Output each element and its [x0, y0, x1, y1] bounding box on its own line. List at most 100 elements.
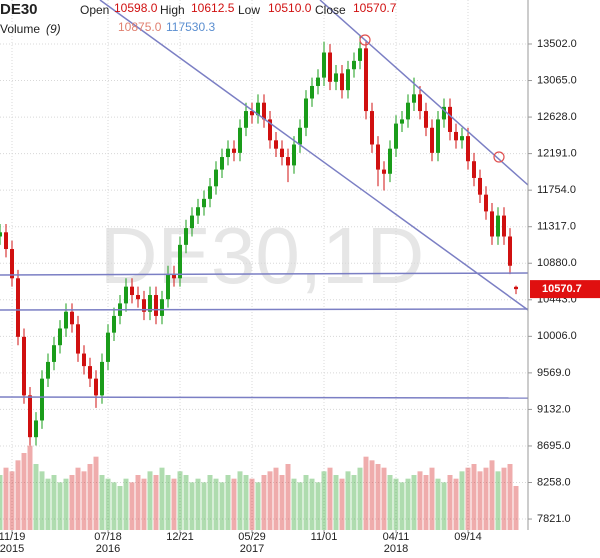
volume-bar — [399, 482, 405, 530]
volume-bar — [369, 460, 375, 530]
candle-body — [376, 144, 380, 170]
candle-body — [22, 336, 26, 396]
volume-bar — [15, 460, 21, 530]
candle-body — [322, 52, 326, 78]
candle-body — [52, 345, 56, 362]
header-value: 10598.0 — [114, 1, 158, 15]
candle-body — [70, 311, 74, 325]
marker — [359, 34, 371, 46]
volume-bar — [417, 471, 423, 530]
candle-body — [490, 211, 494, 237]
candle-body — [496, 215, 500, 237]
candle-body — [262, 102, 266, 120]
header-label: Volume — [0, 22, 40, 36]
candle-body — [484, 194, 488, 212]
volume-bar — [57, 482, 63, 530]
volume-bar — [69, 475, 75, 530]
volume — [0, 445, 519, 530]
candle-body — [454, 131, 458, 141]
volume-bar — [435, 478, 441, 530]
candle-body — [466, 136, 470, 162]
candle-body — [64, 311, 68, 329]
y-tick-label: 9132.0 — [537, 403, 571, 415]
candle-body — [232, 148, 236, 153]
candle-body — [220, 157, 224, 170]
candle-body — [316, 77, 320, 86]
symbol: DE30 — [0, 1, 38, 18]
candle-body — [208, 186, 212, 199]
volume-bar — [471, 464, 477, 530]
volume-bar — [459, 471, 465, 530]
candle-body — [130, 286, 134, 296]
candle-body — [88, 366, 92, 379]
candle-body — [292, 144, 296, 166]
volume-bar — [249, 478, 255, 530]
volume-bar — [411, 475, 417, 530]
volume-bar — [111, 482, 117, 530]
y-tick-label: 13502.0 — [537, 38, 577, 50]
candle-body — [442, 106, 446, 120]
candle-body — [10, 249, 14, 279]
volume-bar — [279, 475, 285, 530]
support-line — [0, 272, 529, 276]
volume-bar — [483, 467, 489, 530]
candle-body — [334, 73, 338, 82]
header-label: High — [160, 3, 185, 17]
candles — [0, 35, 518, 446]
candle-body — [394, 123, 398, 149]
volume-bar — [501, 467, 507, 530]
volume-bar — [345, 471, 351, 530]
axis: 13502.0 13065.0 12628.0 12191.0 11754.0 11317… — [0, 38, 600, 555]
volume-bar — [267, 471, 273, 530]
volume-bar — [183, 475, 189, 530]
volume-bar — [51, 475, 57, 530]
volume-bar — [303, 475, 309, 530]
volume-bar — [489, 460, 495, 530]
header-label: (9) — [46, 22, 61, 36]
header-value: 10510.0 — [268, 1, 312, 15]
volume-bar — [495, 471, 501, 530]
volume-bar — [33, 464, 39, 530]
volume-bar — [177, 471, 183, 530]
header-label: Close — [315, 3, 346, 17]
candle-body — [274, 140, 278, 149]
volume-bar — [315, 482, 321, 530]
volume-bar — [9, 471, 15, 530]
marker — [493, 151, 505, 163]
candle-body — [34, 420, 38, 438]
volume-bar — [93, 456, 99, 530]
volume-bar — [165, 475, 171, 530]
volume-bar — [123, 478, 129, 530]
volume-bar — [309, 478, 315, 530]
candle-body — [58, 328, 62, 346]
candle-body — [256, 102, 260, 116]
volume-bar — [21, 453, 27, 530]
candle-body — [358, 48, 362, 61]
volume-bar — [195, 478, 201, 530]
candle-body — [388, 148, 392, 174]
y-tick-label: 8258.0 — [537, 476, 571, 488]
x-tick-label: 07/18 — [94, 531, 122, 543]
candle-body — [304, 98, 308, 128]
candle-body — [184, 228, 188, 245]
volume-bar — [171, 478, 177, 530]
volume-bar — [147, 471, 153, 530]
candle-body — [430, 127, 434, 153]
candle-body — [16, 278, 20, 337]
volume-bar — [513, 486, 519, 530]
candle-body — [310, 85, 314, 99]
volume-bar — [357, 467, 363, 530]
x-tick-label: 04/11 — [383, 531, 410, 543]
volume-bar — [105, 478, 111, 530]
volume-bar — [453, 478, 459, 530]
trend-lines — [0, 0, 529, 399]
volume-bar — [327, 467, 333, 530]
volume-bar — [243, 475, 249, 530]
candle-body — [418, 94, 422, 112]
x-tick-label: 11/01 — [311, 531, 338, 543]
volume-bar — [273, 467, 279, 530]
y-tick-label: 12628.0 — [537, 111, 577, 123]
candle-body — [472, 161, 476, 178]
candle-body — [76, 324, 80, 354]
candle-body — [82, 353, 86, 367]
